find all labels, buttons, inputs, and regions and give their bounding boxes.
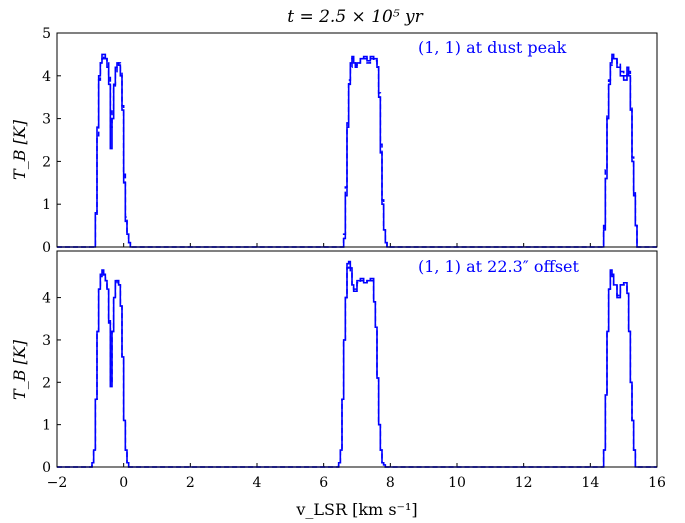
bottom-x-tick-label: 14 — [581, 475, 599, 491]
bottom-x-tick-label: −2 — [47, 475, 68, 491]
bottom-series-dashed — [57, 265, 657, 468]
bottom-series-solid — [57, 260, 657, 468]
bottom-x-tick-label: 0 — [119, 475, 128, 491]
bottom-y-tick-label: 0 — [42, 460, 51, 476]
top-y-tick-label: 4 — [42, 69, 51, 85]
bottom-panel-frame — [56, 250, 658, 468]
bottom-y-tick-label: 3 — [42, 333, 51, 349]
top-y-tick-label: 0 — [42, 240, 51, 256]
x-axis-label: v_LSR [km s⁻¹] — [295, 500, 417, 519]
bottom-y-tick-label: 4 — [42, 291, 51, 307]
bottom-y-tick-label: 1 — [42, 418, 51, 434]
bottom-x-tick-label: 2 — [186, 475, 195, 491]
top-series-dashed — [57, 55, 657, 248]
bottom-x-tick-label: 16 — [648, 475, 666, 491]
top-panel-series — [57, 53, 657, 248]
bottom-x-tick-label: 8 — [386, 475, 395, 491]
bottom-x-tick-label: 4 — [253, 475, 262, 491]
top-panel-ylabel: T_B [K] — [10, 119, 29, 180]
top-y-tick-label: 2 — [42, 154, 51, 170]
bottom-x-tick-label: 6 — [319, 475, 328, 491]
bottom-x-tick-label: 10 — [448, 475, 466, 491]
top-y-tick-label: 1 — [42, 197, 51, 213]
top-y-tick-label: 3 — [42, 112, 51, 128]
bottom-panel-ylabel: T_B [K] — [10, 339, 29, 400]
bottom-panel-series — [57, 260, 657, 468]
top-panel-annotation: (1, 1) at dust peak — [418, 38, 567, 57]
bottom-panel-annotation: (1, 1) at 22.3″ offset — [418, 257, 580, 276]
top-panel: 0 1 2 3 4 5 (1, 1) at dust peak T_B [K] — [10, 26, 658, 256]
bottom-x-tick-label: 12 — [515, 475, 533, 491]
top-panel-frame — [56, 32, 658, 248]
bottom-y-tick-label: 2 — [42, 375, 51, 391]
figure-title: t = 2.5 × 10⁵ yr — [287, 7, 423, 27]
top-panel-ticks: 0 1 2 3 4 5 — [42, 26, 658, 256]
top-series-solid — [57, 53, 657, 248]
top-y-tick-label: 5 — [42, 26, 51, 42]
